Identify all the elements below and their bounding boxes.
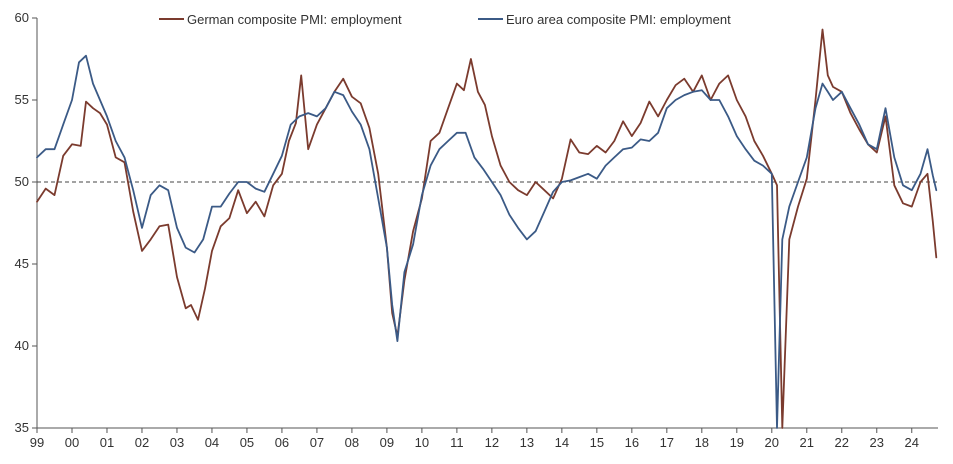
x-tick-label: 07 <box>310 435 324 450</box>
x-tick-label: 06 <box>275 435 289 450</box>
legend: German composite PMI: employment Euro ar… <box>159 12 731 27</box>
x-axis: 99 00 01 02 03 04 05 06 07 08 09 10 11 12 13 14 15 16 17 18… <box>30 427 938 450</box>
x-tick-label: 19 <box>730 435 744 450</box>
x-tick-label: 17 <box>660 435 674 450</box>
y-tick-label: 45 <box>15 256 29 271</box>
x-tick-label: 09 <box>380 435 394 450</box>
x-tick-label: 03 <box>170 435 184 450</box>
x-tick-label: 21 <box>800 435 814 450</box>
x-tick-label: 11 <box>450 435 464 450</box>
x-tick-label: 22 <box>835 435 849 450</box>
x-tick-label: 24 <box>905 435 919 450</box>
y-tick-label: 55 <box>15 92 29 107</box>
y-tick-label: 40 <box>15 338 29 353</box>
y-tick-label: 35 <box>15 420 29 435</box>
x-tick-label: 02 <box>135 435 149 450</box>
x-tick-label: 13 <box>520 435 534 450</box>
x-tick-label: 04 <box>205 435 219 450</box>
x-tick-label: 00 <box>65 435 79 450</box>
legend-label-german: German composite PMI: employment <box>187 12 402 27</box>
y-tick-label: 50 <box>15 174 29 189</box>
x-tick-label: 23 <box>870 435 884 450</box>
x-tick-label: 15 <box>590 435 604 450</box>
x-tick-label: 05 <box>240 435 254 450</box>
x-tick-label: 08 <box>345 435 359 450</box>
y-tick-label: 60 <box>15 10 29 25</box>
x-tick-label: 18 <box>695 435 709 450</box>
y-axis: 35 40 45 50 55 60 <box>15 10 38 435</box>
x-tick-label: 16 <box>625 435 639 450</box>
x-tick-label: 01 <box>100 435 114 450</box>
x-tick-label: 99 <box>30 435 44 450</box>
series-line-euro-area <box>36 54 938 429</box>
series-line-german <box>36 28 938 429</box>
series-layer <box>36 28 938 429</box>
x-tick-label: 20 <box>765 435 779 450</box>
x-tick-label: 12 <box>485 435 499 450</box>
x-tick-label: 14 <box>555 435 569 450</box>
x-tick-label: 10 <box>415 435 429 450</box>
legend-label-euro: Euro area composite PMI: employment <box>506 12 731 27</box>
